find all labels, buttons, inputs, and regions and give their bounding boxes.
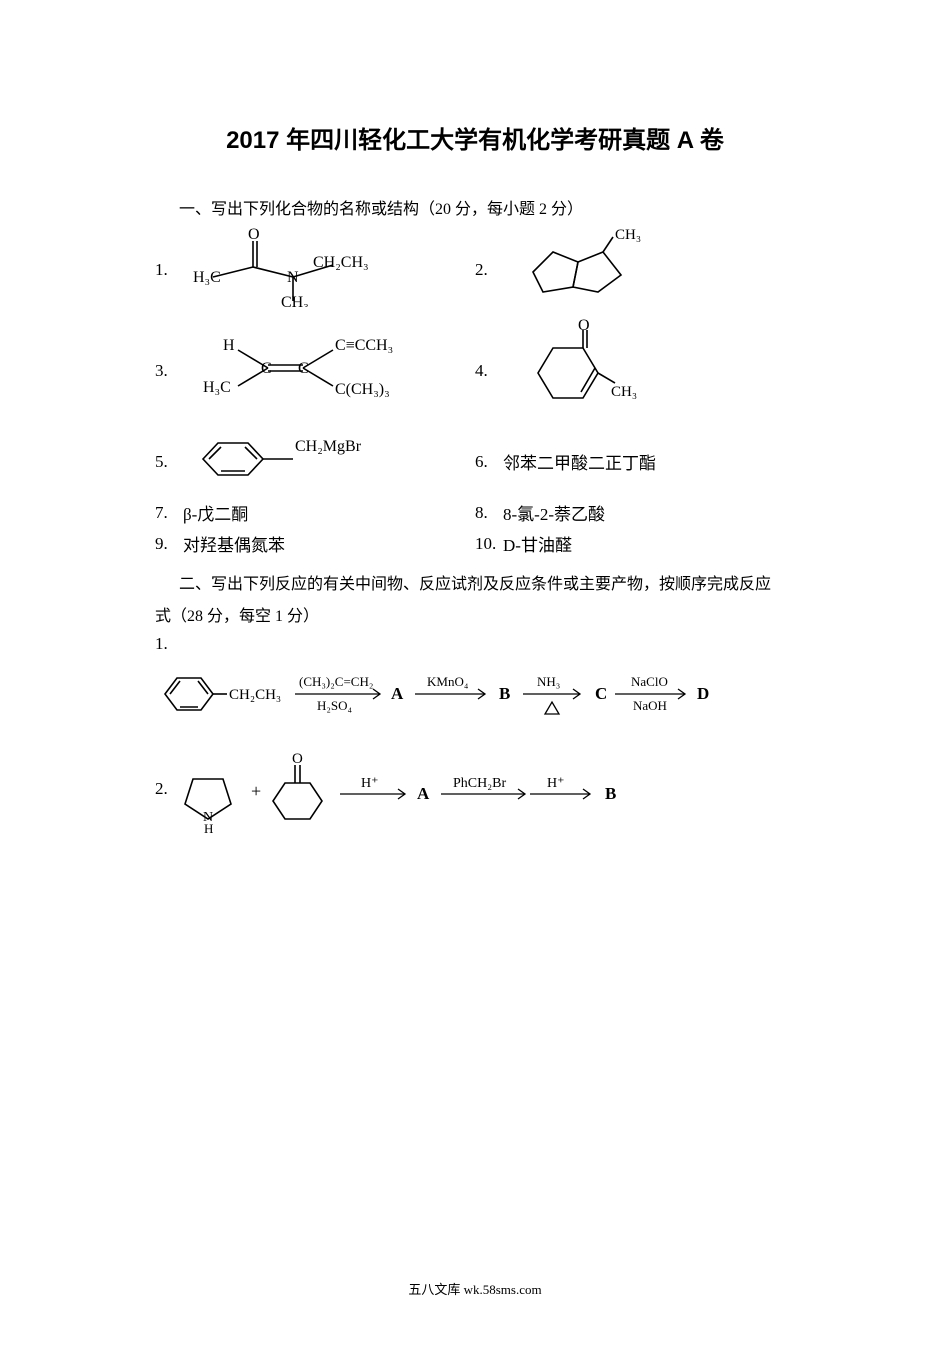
reaction-2: 2. N H + O H⁺ (155, 749, 795, 839)
r1-D: D (697, 684, 709, 703)
label-h: H (223, 337, 235, 354)
label-ch2ch3: CH₂CH₃ (313, 254, 369, 271)
label-cch33: C(CH₃)₃ (335, 381, 390, 398)
structure-1: H₃C O N CH₂CH₃ CH₃ (183, 227, 383, 312)
label-ch3-2: CH₃ (615, 227, 641, 243)
q9-text: 对羟基偶氮苯 (183, 531, 285, 556)
q1-row: 1. H₃C O N CH₂CH₃ CH₃ (155, 227, 795, 312)
r1-start: CH₂CH₃ (229, 687, 281, 703)
q6-num: 6. (475, 452, 503, 472)
r1-B: B (499, 684, 510, 703)
q4-num: 4. (475, 361, 503, 381)
label-ch2mgbr: CH₂MgBr (295, 438, 362, 455)
structure-4: O CH₃ (503, 318, 643, 423)
q10-text: D-甘油醛 (503, 531, 572, 556)
q2-A: A (417, 784, 430, 803)
r3-top: NH₃ (537, 674, 560, 689)
label-ch3-4: CH₃ (611, 384, 637, 400)
page-title: 2017 年四川轻化工大学有机化学考研真题 A 卷 (155, 120, 795, 155)
q3-num: 3. (155, 361, 183, 381)
structure-3: H H₃C C C C≡CCH₃ C(CH₃)₃ (183, 328, 423, 413)
q2-B: B (605, 784, 616, 803)
section2-header-1: 二、写出下列反应的有关中间物、反应试剂及反应条件或主要产物，按顺序完成反应 (179, 570, 795, 594)
q6-text: 邻苯二甲酸二正丁酯 (503, 449, 656, 474)
label-c-left: C (261, 360, 272, 377)
label-ch3: CH₃ (281, 294, 309, 307)
page-footer: 五八文库 wk.58sms.com (0, 1279, 950, 1298)
label-n: N (287, 269, 299, 286)
r2-top: KMnO₄ (427, 674, 469, 689)
r1-A: A (391, 684, 404, 703)
q9-num: 9. (155, 534, 183, 554)
q10-num: 10. (475, 534, 503, 554)
s2-q1-num: 1. (155, 634, 183, 654)
r1-C: C (595, 684, 607, 703)
label-o: O (248, 227, 260, 243)
q2-plus: + (251, 781, 261, 801)
s2-q2-num: 2. (155, 779, 168, 798)
q5-num: 5. (155, 452, 183, 472)
r4-bot: NaOH (633, 698, 667, 713)
q7-row: 7. β-戊二酮 8. 8-氯-2-萘乙酸 (155, 500, 795, 525)
q8-text: 8-氯-2-萘乙酸 (503, 500, 605, 525)
reaction-1: CH₂CH₃ (CH₃)₂C=CH₂ H₂SO₄ A KMnO₄ B (155, 654, 795, 739)
q2-num: 2. (475, 260, 503, 280)
q2-r2: PhCH₂Br (453, 776, 506, 791)
r4-top: NaClO (631, 674, 668, 689)
structure-5: CH₂MgBr (183, 429, 403, 494)
q1-num: 1. (155, 260, 183, 280)
q8-num: 8. (475, 503, 503, 523)
q2-o: O (292, 751, 303, 767)
section1-header: 一、写出下列化合物的名称或结构（20 分，每小题 2 分） (179, 195, 795, 219)
q7-num: 7. (155, 503, 183, 523)
label-h3c-3: H₃C (203, 379, 231, 396)
label-o-4: O (578, 318, 590, 334)
section2-header-2: 式（28 分，每空 1 分） (155, 602, 795, 626)
r1-top: (CH₃)₂C=CH₂ (299, 674, 373, 689)
q2-r3: H⁺ (547, 776, 565, 791)
r1-bot: H₂SO₄ (317, 698, 353, 713)
label-h3c: H₃C (193, 269, 221, 286)
structure-2: CH₃ (503, 227, 653, 312)
q9-row: 9. 对羟基偶氮苯 10. D-甘油醛 (155, 531, 795, 556)
q3-row: 3. H H₃C C C C≡CCH₃ C(CH (155, 318, 795, 423)
q7-text: β-戊二酮 (183, 500, 248, 525)
q5-row: 5. CH₂MgBr 6. 邻苯二甲酸二正丁酯 (155, 429, 795, 494)
label-c-right: C (298, 360, 309, 377)
q2-h-label: H (204, 821, 213, 834)
q2-r1: H⁺ (361, 776, 379, 791)
label-cch3: C≡CCH₃ (335, 337, 393, 354)
